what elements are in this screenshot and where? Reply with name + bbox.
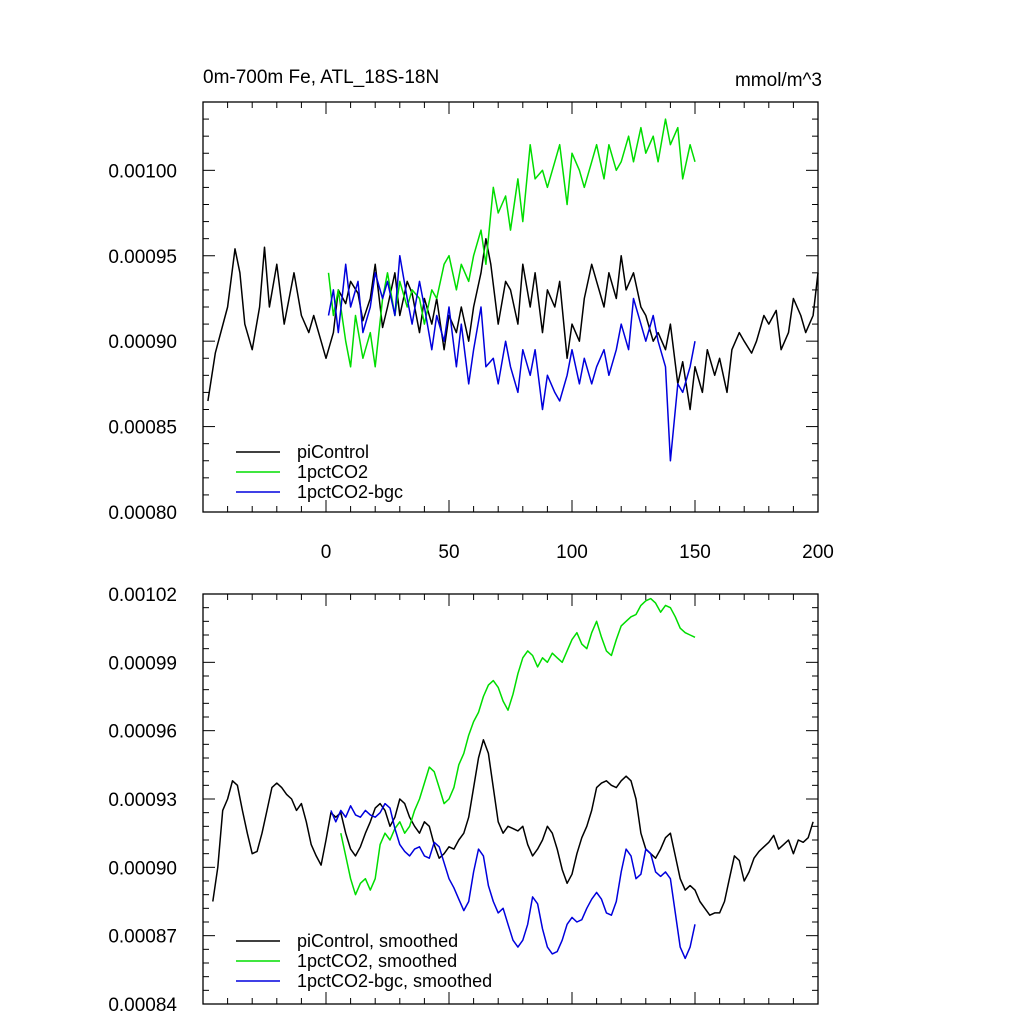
bottom-plot-frame — [202, 593, 819, 1005]
bottom-ytick-label-1: 0.00087 — [108, 927, 177, 948]
bottom-series-line-1 — [340, 597, 696, 896]
bottom-ticks — [202, 593, 819, 1005]
top-series-line-2 — [327, 254, 696, 462]
top-xtick-label-4: 200 — [802, 542, 834, 563]
top-plot-frame — [202, 101, 819, 513]
bottom-ytick-label-3: 0.00093 — [108, 790, 177, 811]
top-xtick-label-2: 100 — [556, 542, 588, 563]
top-xtick-label-1: 50 — [438, 542, 459, 563]
top-ticks — [202, 102, 819, 513]
bottom-legend-label-2: 1pctCO2-bgc, smoothed — [297, 971, 492, 991]
top-xtick-label-0: 0 — [321, 542, 332, 563]
bottom-legend-label-0: piControl, smoothed — [297, 931, 458, 951]
bottom-ytick-label-6: 0.00102 — [108, 585, 177, 606]
bottom-series-line-2 — [330, 802, 696, 960]
top-y-tick-labels: 0.00080 0.00085 0.00090 0.00095 0.00100 — [108, 161, 177, 524]
top-ytick-label-1: 0.00085 — [108, 418, 177, 439]
bottom-series-lines — [212, 597, 814, 960]
top-ytick-label-0: 0.00080 — [108, 503, 177, 524]
top-series-line-1 — [327, 118, 696, 368]
top-x-tick-labels: 0 50 100 150 200 — [321, 542, 834, 563]
top-series-lines — [207, 118, 819, 462]
top-legend-label-0: piControl — [297, 442, 369, 462]
bottom-panel: 0.00084 0.00087 0.00090 0.00093 0.00096 0.000… — [108, 585, 819, 1016]
top-legend-label-2: 1pctCO2-bgc — [297, 482, 403, 502]
bottom-ytick-label-5: 0.00099 — [108, 653, 177, 674]
units-label: mmol/m^3 — [735, 70, 822, 91]
top-ytick-label-2: 0.00090 — [108, 332, 177, 353]
top-legend-label-1: 1pctCO2 — [297, 462, 368, 482]
bottom-ytick-label-0: 0.00084 — [108, 995, 177, 1016]
bottom-ytick-label-4: 0.00096 — [108, 722, 177, 743]
top-panel: 0m-700m Fe, ATL_18S-18N mmol/m^3 0.00080… — [108, 67, 834, 563]
top-ytick-label-4: 0.00100 — [108, 161, 177, 182]
bottom-ytick-label-2: 0.00090 — [108, 858, 177, 879]
bottom-legend-label-1: 1pctCO2, smoothed — [297, 951, 457, 971]
bottom-y-tick-labels: 0.00084 0.00087 0.00090 0.00093 0.00096 0.000… — [108, 585, 177, 1016]
chart-title: 0m-700m Fe, ATL_18S-18N — [203, 67, 439, 88]
top-xtick-label-3: 150 — [679, 542, 711, 563]
top-ytick-label-3: 0.00095 — [108, 247, 177, 268]
top-series-line-0 — [207, 237, 819, 411]
bottom-series-line-0 — [212, 739, 814, 916]
